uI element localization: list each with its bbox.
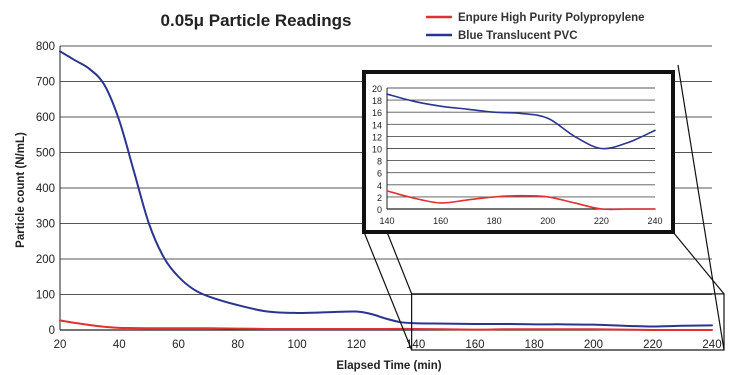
zoom-connector-lines	[363, 64, 725, 351]
main-y-tick-labels: 0 100 200 300 400 500 600 700 800	[36, 41, 55, 337]
inset-y-tick: 2	[377, 193, 382, 203]
inset-series-lines	[386, 93, 656, 211]
zoom-connector-line	[672, 231, 725, 295]
inset-y-tick: 20	[372, 84, 382, 94]
inset-y-tick-labels: 0 2 4 6 8 10 12 14 16 18 20	[372, 84, 382, 215]
main-x-tick: 180	[525, 339, 544, 351]
inset-y-tick: 8	[377, 157, 382, 167]
main-series-lines	[59, 50, 713, 332]
inset-y-tick: 10	[372, 145, 382, 155]
main-y-tick: 800	[36, 41, 55, 53]
zoom-connector-line	[677, 64, 725, 351]
main-x-tick: 160	[465, 339, 484, 351]
inset-frame	[362, 70, 675, 234]
inset-y-tick: 4	[377, 181, 382, 191]
main-x-tick: 200	[584, 339, 603, 351]
main-y-tick: 100	[36, 290, 55, 302]
zoom-connector-line	[386, 231, 413, 295]
main-series-line	[59, 319, 713, 332]
y-axis-label: Particle count (N/mL)	[15, 132, 27, 248]
chart-title: 0.05μ Particle Readings	[161, 11, 352, 30]
main-x-tick: 80	[231, 339, 244, 351]
x-axis-label: Elapsed Time (min)	[336, 360, 441, 372]
main-y-tick: 200	[36, 254, 55, 266]
main-x-tick: 100	[287, 339, 306, 351]
inset-y-tick: 6	[377, 169, 382, 179]
main-y-tick: 300	[36, 219, 55, 231]
main-x-tick: 40	[113, 339, 126, 351]
inset-series-line	[386, 93, 656, 150]
inset-series-line	[386, 190, 656, 211]
main-y-tick: 400	[36, 183, 55, 195]
legend-label-enpure: Enpure High Purity Polypropylene	[458, 12, 645, 24]
main-x-tick: 20	[54, 339, 67, 351]
main-x-tick: 240	[702, 339, 721, 351]
main-x-tick: 60	[172, 339, 185, 351]
inset-chart: 0 2 4 6 8 10 12 14 16 18 20 140 160 180 200 220 240	[362, 70, 675, 234]
inset-x-tick-labels: 140 160 180 200 220 240	[379, 216, 662, 226]
legend-label-pvc: Blue Translucent PVC	[458, 30, 578, 42]
main-x-tick: 120	[347, 339, 366, 351]
main-x-tick-labels: 20 40 60 80 100 120 140 160 180 200 220 240	[54, 339, 722, 351]
inset-x-tick: 180	[487, 216, 502, 226]
chart-legend: Enpure High Purity Polypropylene Blue Tr…	[426, 12, 645, 42]
inset-y-tick: 18	[372, 96, 382, 106]
main-y-tick: 600	[36, 112, 55, 124]
main-series-line	[59, 50, 713, 328]
main-y-tick: 0	[49, 325, 55, 337]
main-y-tick: 500	[36, 148, 55, 160]
main-x-tick: 220	[643, 339, 662, 351]
zoom-region-box	[411, 293, 725, 351]
zoom-connector-line	[363, 231, 413, 351]
inset-x-tick: 160	[433, 216, 448, 226]
inset-y-tick: 12	[372, 132, 382, 142]
inset-x-tick: 240	[647, 216, 662, 226]
inset-x-tick: 220	[594, 216, 609, 226]
inset-x-tick: 200	[540, 216, 555, 226]
inset-y-tick: 0	[377, 205, 382, 215]
inset-y-tick: 16	[372, 108, 382, 118]
inset-y-tick: 14	[372, 120, 382, 130]
inset-x-tick: 140	[379, 216, 394, 226]
main-y-tick: 700	[36, 77, 55, 89]
main-x-tick: 140	[406, 339, 425, 351]
